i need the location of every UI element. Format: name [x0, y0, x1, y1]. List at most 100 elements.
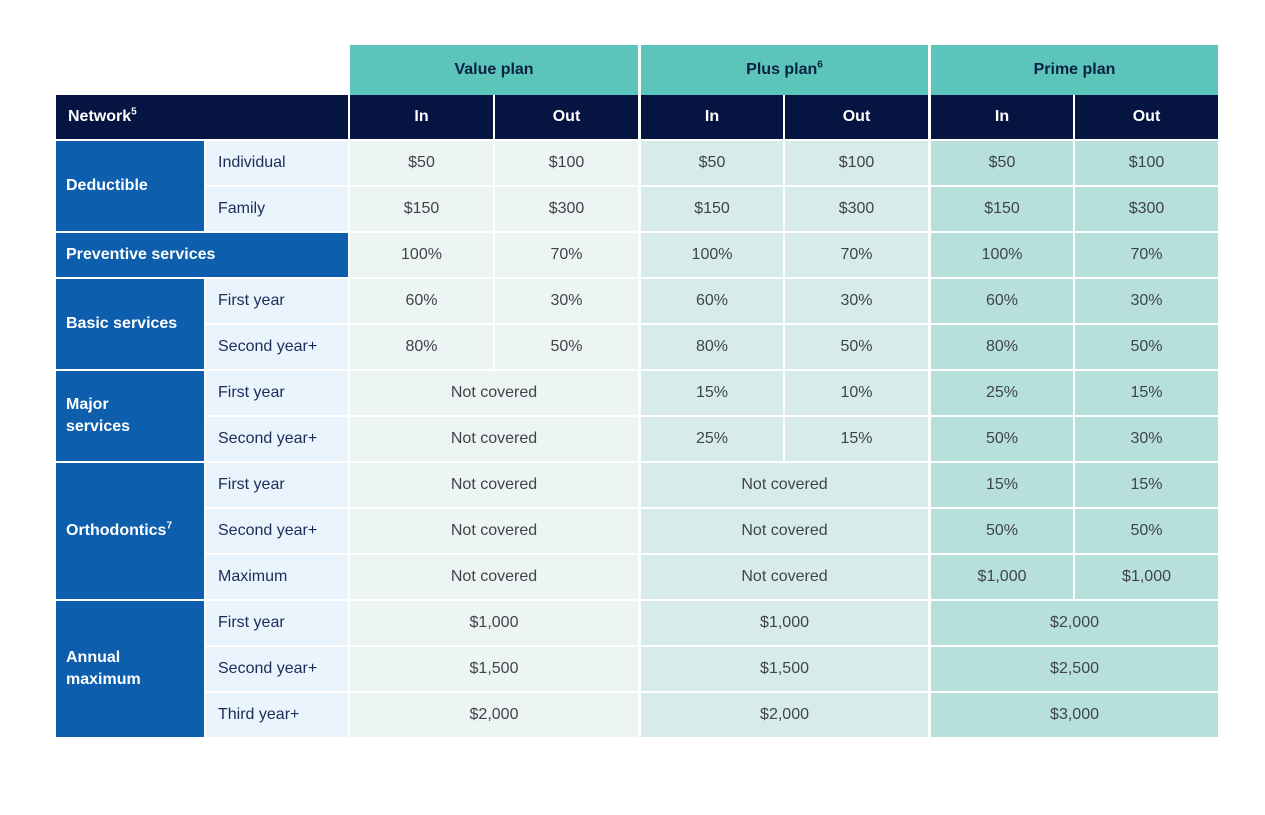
corner-blank-cell	[56, 45, 350, 95]
data-cell-merged: $3,000	[930, 693, 1221, 739]
data-cell: 50%	[495, 325, 641, 371]
network-label: Network	[68, 108, 132, 125]
data-cell: $50	[350, 141, 495, 187]
data-cell-merged: $1,000	[350, 601, 641, 647]
data-cell: $300	[1075, 187, 1221, 233]
data-cell: $50	[930, 141, 1076, 187]
data-cell: 30%	[495, 279, 641, 325]
category-cell-orthodontics: Orthodontics7	[56, 463, 206, 601]
data-cell: 25%	[930, 371, 1076, 417]
row-label: First year	[206, 463, 350, 509]
data-cell-merged: Not covered	[640, 555, 931, 601]
data-cell: $100	[1075, 141, 1221, 187]
data-cell-merged: $2,000	[640, 693, 931, 739]
category-label: Deductible	[66, 177, 148, 195]
category-cell-basic-services: Basic services	[56, 279, 206, 371]
col-header-out: Out	[495, 95, 641, 141]
table-row-basic-second: Second year+ 80% 50% 80% 50% 80% 50%	[56, 325, 1221, 371]
table-row-deductible-individual: Deductible Individual $50 $100 $50 $100 …	[56, 141, 1221, 233]
data-cell: $150	[350, 187, 495, 233]
data-cell: $1,000	[1075, 555, 1221, 601]
data-cell: 30%	[1075, 417, 1221, 463]
data-cell: 15%	[1075, 463, 1221, 509]
network-superscript: 5	[131, 106, 137, 118]
data-cell: 70%	[785, 233, 931, 279]
data-cell-merged: Not covered	[350, 555, 641, 601]
data-cell: 60%	[350, 279, 495, 325]
data-cell: $100	[785, 141, 931, 187]
row-label: First year	[206, 601, 350, 647]
data-cell-merged: Not covered	[350, 371, 641, 417]
data-cell-merged: Not covered	[350, 509, 641, 555]
plan-header-row: Value plan Plus plan6 Prime plan	[56, 45, 1221, 95]
col-header-in: In	[930, 95, 1076, 141]
table-row-annual-first: Annual maximum First year $1,000 $1,000 …	[56, 601, 1221, 739]
data-cell: 50%	[930, 509, 1076, 555]
data-cell: $1,000	[930, 555, 1076, 601]
col-header-in: In	[350, 95, 495, 141]
data-cell: 50%	[785, 325, 931, 371]
data-cell: 50%	[1075, 325, 1221, 371]
data-cell: 70%	[495, 233, 641, 279]
plan-header-plus: Plus plan6	[640, 45, 931, 95]
category-label: Basic services	[66, 315, 178, 333]
data-cell-merged: Not covered	[640, 463, 931, 509]
data-cell-merged: $2,000	[350, 693, 641, 739]
row-label: First year	[206, 371, 350, 417]
row-label: Second year+	[206, 647, 350, 693]
data-cell: 60%	[930, 279, 1076, 325]
plan-header-prime: Prime plan	[930, 45, 1221, 95]
data-cell-merged: Not covered	[350, 417, 641, 463]
data-cell: 100%	[930, 233, 1076, 279]
category-label: Annual maximum	[66, 649, 141, 688]
data-cell: $50	[640, 141, 786, 187]
data-cell: 15%	[1075, 371, 1221, 417]
row-label: Second year+	[206, 325, 350, 371]
table-row-major-second: Second year+ Not covered 25% 15% 50% 30%	[56, 417, 1221, 463]
data-cell-merged: $1,500	[640, 647, 931, 693]
data-cell-merged: $2,500	[930, 647, 1221, 693]
plan-superscript: 6	[817, 59, 823, 71]
table-row-annual-third: Third year+ $2,000 $2,000 $3,000	[56, 693, 1221, 739]
network-header-row: Network5 In Out In Out In Out	[56, 95, 1221, 141]
data-cell: 10%	[785, 371, 931, 417]
data-cell: 15%	[785, 417, 931, 463]
category-cell-major-services: Major services	[56, 371, 206, 463]
category-cell-annual-maximum: Annual maximum	[56, 601, 206, 739]
row-label: Family	[206, 187, 350, 233]
table-row-basic-first: Basic services First year 60% 30% 60% 30…	[56, 279, 1221, 371]
data-cell: 80%	[640, 325, 786, 371]
row-label: First year	[206, 279, 350, 325]
data-cell: 30%	[1075, 279, 1221, 325]
data-cell: $150	[930, 187, 1076, 233]
data-cell: 50%	[1075, 509, 1221, 555]
row-label: Second year+	[206, 417, 350, 463]
plan-benefits-table: Value plan Plus plan6 Prime plan Network…	[56, 45, 1221, 739]
table-row-major-first: Major services First year Not covered 15…	[56, 371, 1221, 463]
row-label: Second year+	[206, 509, 350, 555]
data-cell: 15%	[640, 371, 786, 417]
plan-name: Plus plan	[746, 61, 818, 78]
row-label: Maximum	[206, 555, 350, 601]
category-cell-deductible: Deductible	[56, 141, 206, 233]
plan-header-value: Value plan	[350, 45, 641, 95]
plan-name: Prime plan	[1033, 61, 1116, 78]
col-header-out: Out	[785, 95, 931, 141]
row-label: Third year+	[206, 693, 350, 739]
data-cell: 15%	[930, 463, 1076, 509]
table-row-deductible-family: Family $150 $300 $150 $300 $150 $300	[56, 187, 1221, 233]
plan-name: Value plan	[454, 61, 534, 78]
data-cell: 50%	[930, 417, 1076, 463]
data-cell-merged: $1,500	[350, 647, 641, 693]
data-cell: 30%	[785, 279, 931, 325]
data-cell: $100	[495, 141, 641, 187]
category-cell-preventive: Preventive services	[56, 233, 350, 279]
data-cell: 80%	[350, 325, 495, 371]
benefits-comparison-table: Value plan Plus plan6 Prime plan Network…	[56, 45, 1221, 739]
data-cell-merged: $1,000	[640, 601, 931, 647]
row-label: Individual	[206, 141, 350, 187]
col-header-out: Out	[1075, 95, 1221, 141]
data-cell: $150	[640, 187, 786, 233]
table-row-ortho-second: Second year+ Not covered Not covered 50%…	[56, 509, 1221, 555]
data-cell: $300	[785, 187, 931, 233]
